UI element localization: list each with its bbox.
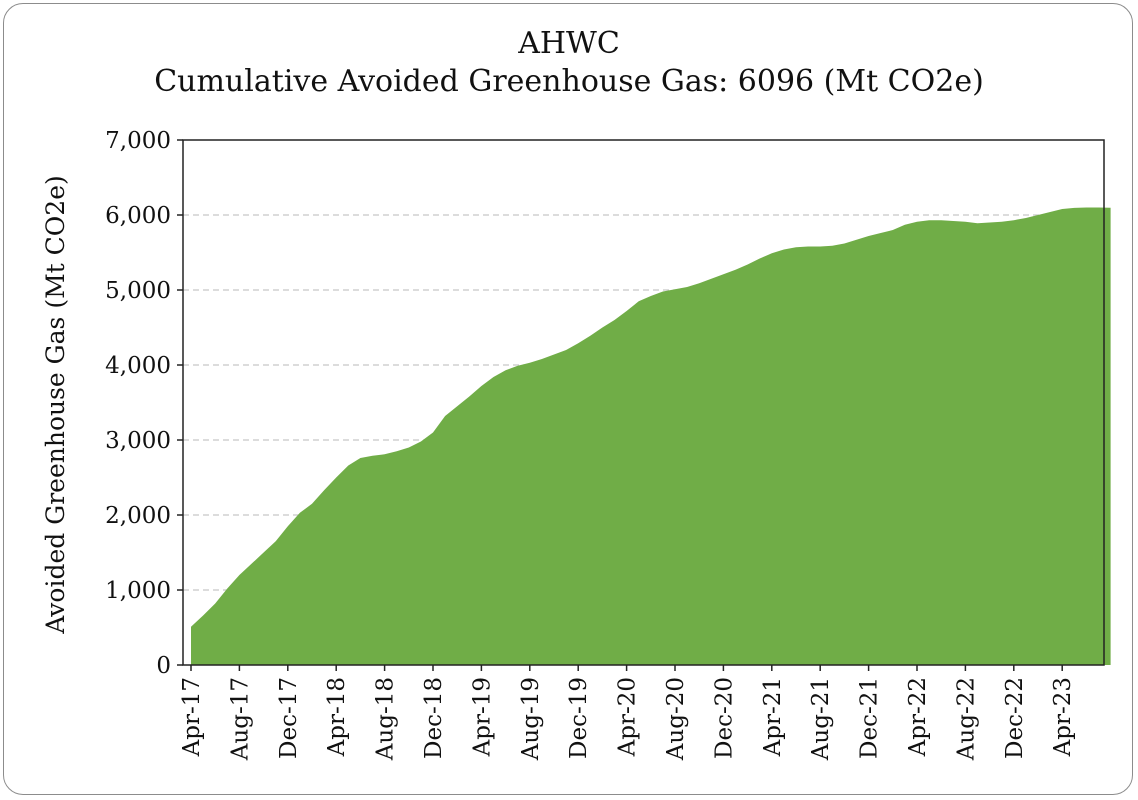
x-axis: Apr-17 Aug-17 Dec-17 Apr-18 Aug-18 Dec-18 Apr-… [179, 665, 1076, 761]
x-tick-label: Aug-22 [953, 677, 979, 761]
x-tick-label: Aug-21 [808, 677, 834, 761]
y-tick-label: 1,000 [105, 578, 171, 604]
x-tick-label: Apr-20 [615, 677, 641, 757]
y-tick-label: 4,000 [105, 353, 171, 379]
chart-title: AHWC [518, 26, 620, 61]
x-tick-label: Apr-18 [324, 677, 350, 757]
x-tick-label: Apr-23 [1050, 677, 1076, 757]
y-tick-label: 6,000 [105, 203, 171, 229]
x-tick-label: Aug-20 [663, 677, 689, 761]
x-tick-label: Dec-21 [857, 677, 883, 759]
x-tick-label: Apr-21 [760, 677, 786, 757]
y-tick-label: 5,000 [105, 278, 171, 304]
x-tick-label: Apr-19 [469, 677, 495, 757]
x-tick-label: Dec-18 [421, 677, 447, 759]
x-tick-label: Aug-18 [373, 677, 399, 761]
y-tick-label: 0 [156, 653, 171, 679]
y-axis: 0 1,000 2,000 3,000 4,000 5,000 6,000 7,000 [105, 128, 183, 679]
y-tick-label: 3,000 [105, 428, 171, 454]
x-tick-label: Apr-22 [905, 677, 931, 757]
series-area [191, 207, 1111, 665]
x-tick-label: Dec-20 [711, 677, 737, 759]
chart-subtitle: Cumulative Avoided Greenhouse Gas: 6096 … [154, 64, 984, 99]
plot-border [182, 139, 1105, 666]
x-tick-label: Dec-19 [566, 677, 592, 759]
y-tick-label: 2,000 [105, 503, 171, 529]
x-tick-label: Apr-17 [179, 677, 205, 757]
x-tick-label: Dec-22 [1002, 677, 1028, 759]
y-tick-label: 7,000 [105, 128, 171, 154]
x-tick-label: Aug-17 [227, 677, 253, 761]
x-tick-label: Aug-19 [518, 677, 544, 761]
x-tick-label: Dec-17 [276, 677, 302, 759]
y-axis-label: Avoided Greenhouse Gas (Mt CO2e) [41, 175, 70, 634]
